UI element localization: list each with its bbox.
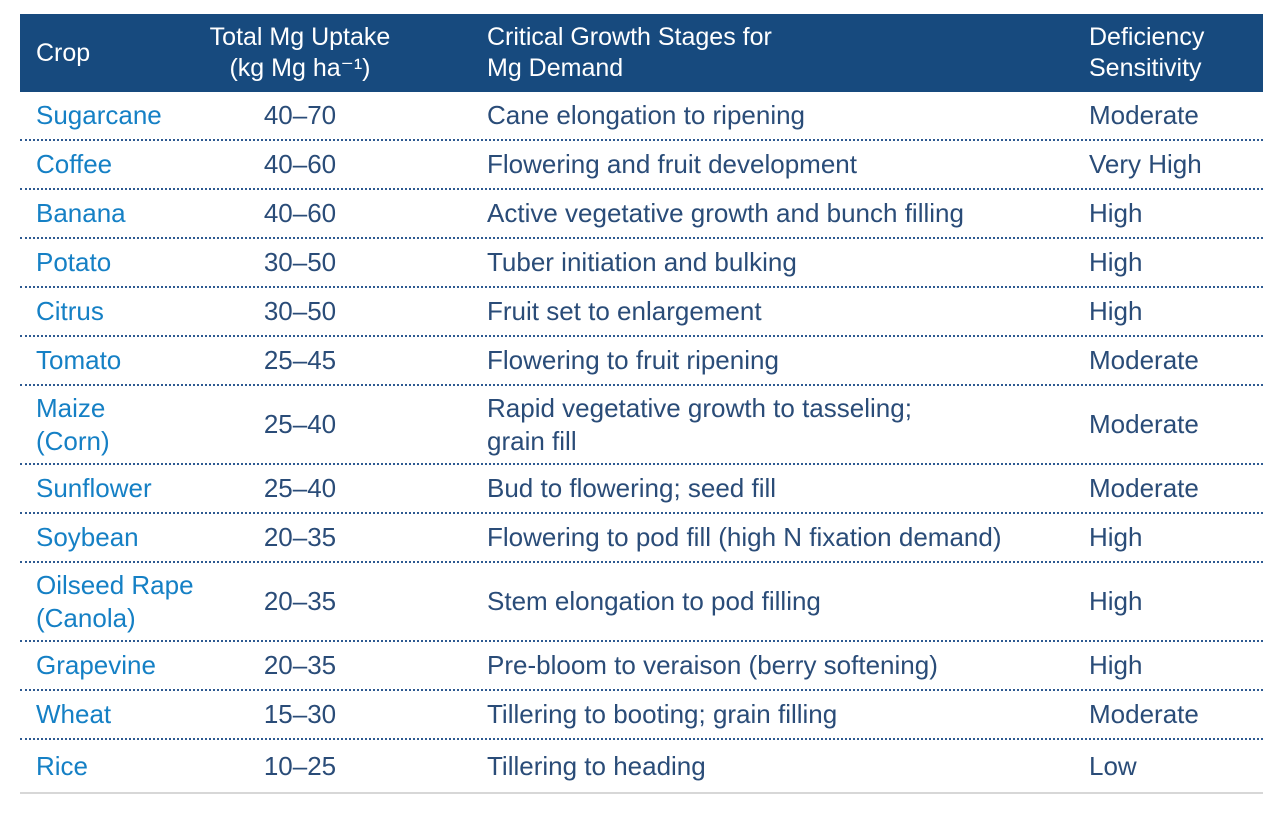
sensitivity-cell: Moderate: [1089, 409, 1199, 439]
uptake-cell: 25–45: [263, 345, 337, 375]
mg-uptake-table: Crop Total Mg Uptake (kg Mg ha⁻¹) Critic…: [20, 14, 1263, 794]
stages-cell: Flowering to fruit ripening: [487, 345, 779, 375]
sensitivity-cell: Moderate: [1089, 100, 1199, 130]
sensitivity-cell: High: [1089, 296, 1143, 326]
stages-cell: Pre-bloom to veraison (berry softening): [487, 650, 938, 680]
uptake-cell: 20–35: [263, 586, 337, 616]
stages-cell: Tillering to heading: [487, 750, 706, 781]
table-row-potato: Potato 30–50 Tuber initiation and bulkin…: [20, 239, 1263, 288]
uptake-cell: 40–70: [263, 100, 337, 130]
crop-cell: Banana: [36, 198, 126, 228]
table-row-soybean: Soybean 20–35 Flowering to pod fill (hig…: [20, 514, 1263, 563]
header-total-mg-uptake: Total Mg Uptake (kg Mg ha⁻¹): [209, 23, 391, 82]
stages-cell: Cane elongation to ripening: [487, 100, 806, 130]
stages-cell: Tillering to booting; grain filling: [487, 699, 838, 729]
stages-cell: Bud to flowering; seed fill: [487, 473, 777, 503]
table-row-wheat: Wheat 15–30 Tillering to booting; grain …: [20, 691, 1263, 740]
stages-cell: Flowering and fruit development: [487, 149, 857, 179]
crop-cell: Soybean: [36, 522, 139, 552]
sensitivity-cell: Moderate: [1089, 699, 1199, 729]
sensitivity-cell: High: [1089, 586, 1143, 616]
crop-cell: Wheat: [36, 699, 112, 729]
stages-cell: Tuber initiation and bulking: [487, 247, 797, 277]
uptake-cell: 40–60: [263, 149, 337, 179]
table-row-maize: Maize (Corn) 25–40 Rapid vegetative grow…: [20, 386, 1263, 465]
stages-cell: Fruit set to enlargement: [487, 296, 762, 326]
sensitivity-cell: Moderate: [1089, 473, 1199, 503]
crop-cell: Citrus: [36, 296, 104, 326]
uptake-cell: 20–35: [263, 650, 337, 680]
table-row-coffee: Coffee 40–60 Flowering and fruit develop…: [20, 141, 1263, 190]
crop-cell: Grapevine: [36, 650, 156, 680]
uptake-cell: 15–30: [263, 699, 337, 729]
header-crop: Crop: [36, 38, 91, 67]
uptake-cell: 20–35: [263, 522, 337, 552]
table-row-rice: Rice 10–25 Tillering to heading Low: [20, 740, 1263, 794]
sensitivity-cell: Very High: [1089, 149, 1202, 179]
stages-cell: Stem elongation to pod filling: [487, 586, 821, 616]
table-row-sugarcane: Sugarcane 40–70 Cane elongation to ripen…: [20, 92, 1263, 141]
stages-cell: Flowering to pod fill (high N fixation d…: [487, 522, 1002, 552]
uptake-cell: 30–50: [263, 296, 337, 326]
sensitivity-cell: High: [1089, 198, 1143, 228]
table-row-grapevine: Grapevine 20–35 Pre-bloom to veraison (b…: [20, 642, 1263, 691]
uptake-cell: 40–60: [263, 198, 337, 228]
sensitivity-cell: High: [1089, 247, 1143, 277]
sensitivity-cell: Low: [1089, 750, 1137, 781]
header-deficiency-sensitivity: Deficiency Sensitivity: [1089, 23, 1205, 82]
sensitivity-cell: High: [1089, 650, 1143, 680]
crop-cell: Sugarcane: [36, 100, 162, 130]
uptake-cell: 10–25: [263, 750, 337, 781]
uptake-cell: 25–40: [263, 473, 337, 503]
crop-cell: Potato: [36, 247, 112, 277]
table-row-oilseed-rape: Oilseed Rape (Canola) 20–35 Stem elongat…: [20, 563, 1263, 642]
table-row-citrus: Citrus 30–50 Fruit set to enlargement Hi…: [20, 288, 1263, 337]
crop-cell: Oilseed Rape (Canola): [36, 569, 194, 633]
crop-cell: Maize (Corn): [36, 392, 110, 456]
table-row-tomato: Tomato 25–45 Flowering to fruit ripening…: [20, 337, 1263, 386]
stages-cell: Active vegetative growth and bunch filli…: [487, 198, 964, 228]
uptake-cell: 30–50: [263, 247, 337, 277]
table-row-sunflower: Sunflower 25–40 Bud to flowering; seed f…: [20, 465, 1263, 514]
stages-cell: Rapid vegetative growth to tasseling; gr…: [487, 392, 912, 456]
crop-cell: Sunflower: [36, 473, 152, 503]
table-header-row: Crop Total Mg Uptake (kg Mg ha⁻¹) Critic…: [20, 14, 1263, 92]
crop-cell: Coffee: [36, 149, 113, 179]
sensitivity-cell: Moderate: [1089, 345, 1199, 375]
crop-cell: Tomato: [36, 345, 122, 375]
sensitivity-cell: High: [1089, 522, 1143, 552]
uptake-cell: 25–40: [263, 409, 337, 439]
header-critical-growth-stages: Critical Growth Stages for Mg Demand: [487, 23, 772, 82]
table-row-banana: Banana 40–60 Active vegetative growth an…: [20, 190, 1263, 239]
crop-cell: Rice: [36, 750, 89, 781]
